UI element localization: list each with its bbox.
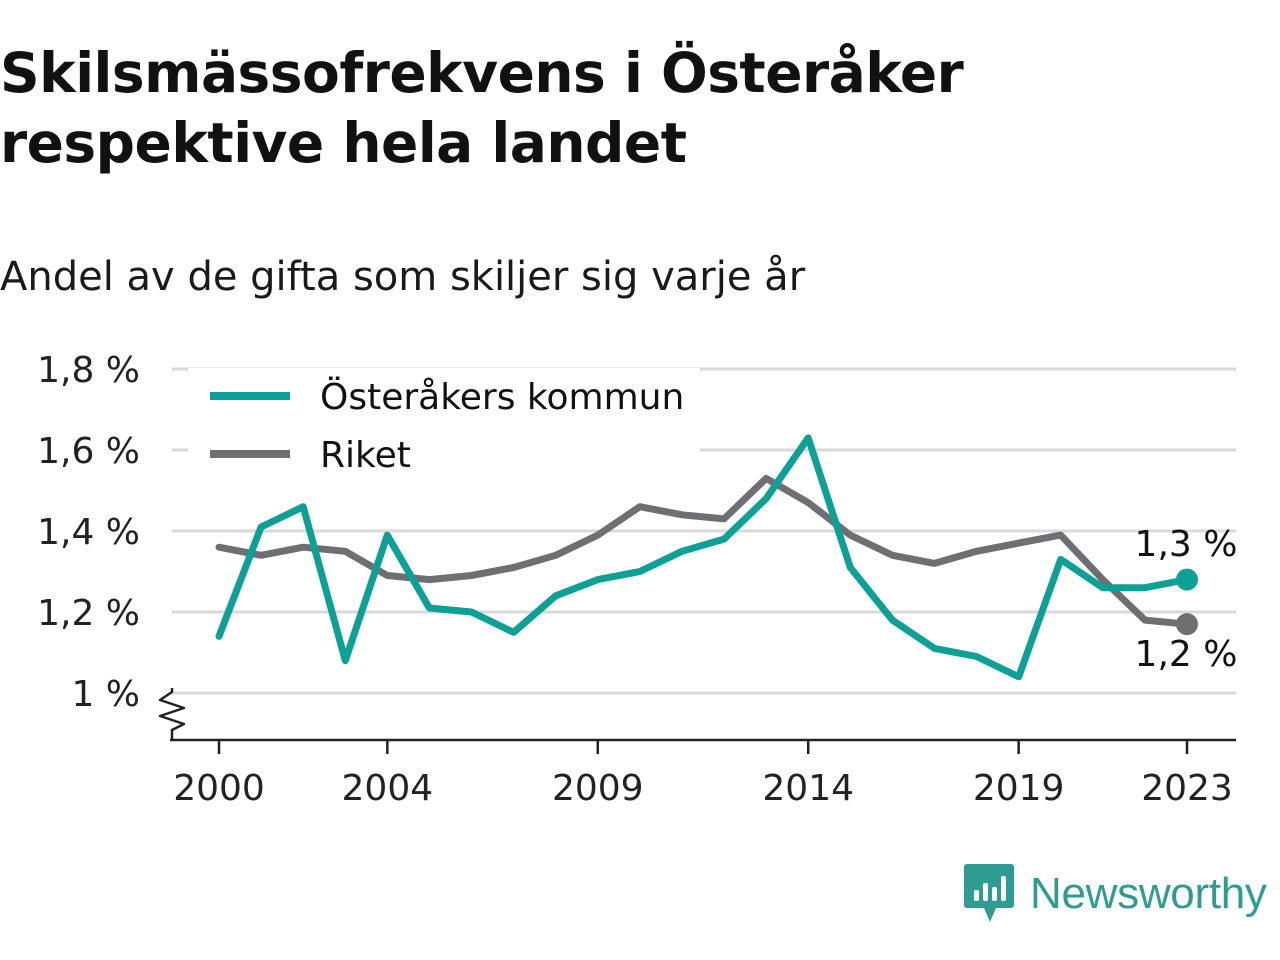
- end-label-osteraker: 1,3 %: [1135, 524, 1238, 565]
- series-lines: [215, 434, 1198, 681]
- x-tick-label: 2019: [973, 768, 1065, 809]
- brand-logo: Newsworthy: [964, 864, 1267, 924]
- line-chart: 1 % 1,2 % 1,4 % 1,6 % 1,8 % 2000 2004 2009 2014 2…: [37, 350, 1238, 809]
- chart-title: Skilsmässofrekvens i Österåker respektiv…: [0, 41, 964, 175]
- x-tick-label: 2000: [173, 768, 265, 809]
- end-labels: 1,3 % 1,2 %: [1135, 524, 1238, 675]
- brand-name: Newsworthy: [1030, 869, 1267, 918]
- newsworthy-logo-icon: [964, 864, 1014, 922]
- chart-subtitle: Andel av de gifta som skiljer sig varje …: [0, 254, 806, 300]
- y-tick-label: 1,8 %: [37, 350, 140, 391]
- x-tick-label: 2004: [342, 768, 434, 809]
- legend: Österåkers kommun Riket: [188, 368, 700, 484]
- y-tick-label: 1,4 %: [37, 512, 140, 553]
- axes: 1 % 1,2 % 1,4 % 1,6 % 1,8 % 2000 2004 2009 2014 2…: [37, 350, 1236, 809]
- series-line: [215, 474, 1191, 628]
- legend-label: Österåkers kommun: [320, 376, 684, 418]
- x-tick-label: 2023: [1141, 768, 1233, 809]
- legend-label: Riket: [320, 435, 411, 476]
- end-label-riket: 1,2 %: [1135, 634, 1238, 675]
- series-end-point: [1176, 568, 1198, 591]
- series-end-point: [1176, 613, 1198, 636]
- legend-background: [188, 368, 700, 484]
- x-tick-label: 2014: [762, 768, 854, 809]
- y-tick-label: 1,6 %: [37, 431, 140, 472]
- series-line: [215, 434, 1191, 681]
- y-tick-label: 1 %: [71, 674, 140, 715]
- axis-break-icon: [158, 688, 186, 740]
- y-tick-label: 1,2 %: [37, 593, 140, 634]
- x-tick-label: 2009: [552, 768, 644, 809]
